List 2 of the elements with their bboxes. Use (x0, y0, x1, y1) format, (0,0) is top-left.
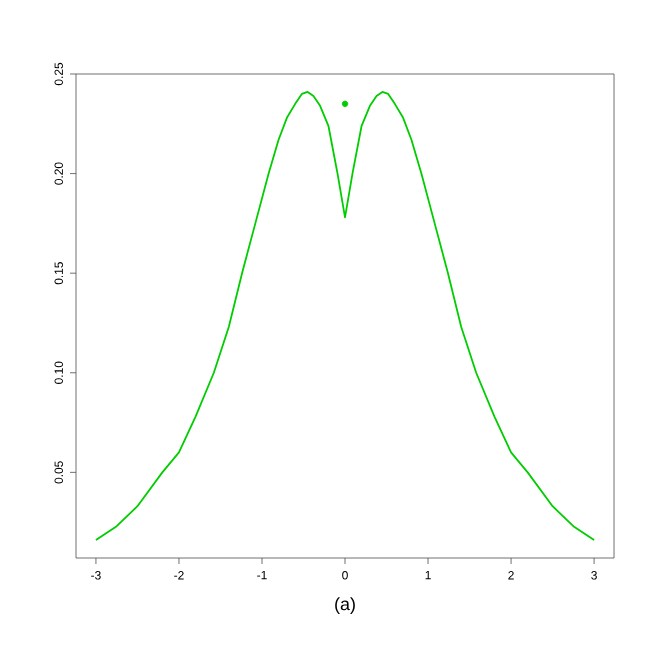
line-series (95, 91, 595, 541)
x-axis-title: (a) (335, 597, 355, 614)
